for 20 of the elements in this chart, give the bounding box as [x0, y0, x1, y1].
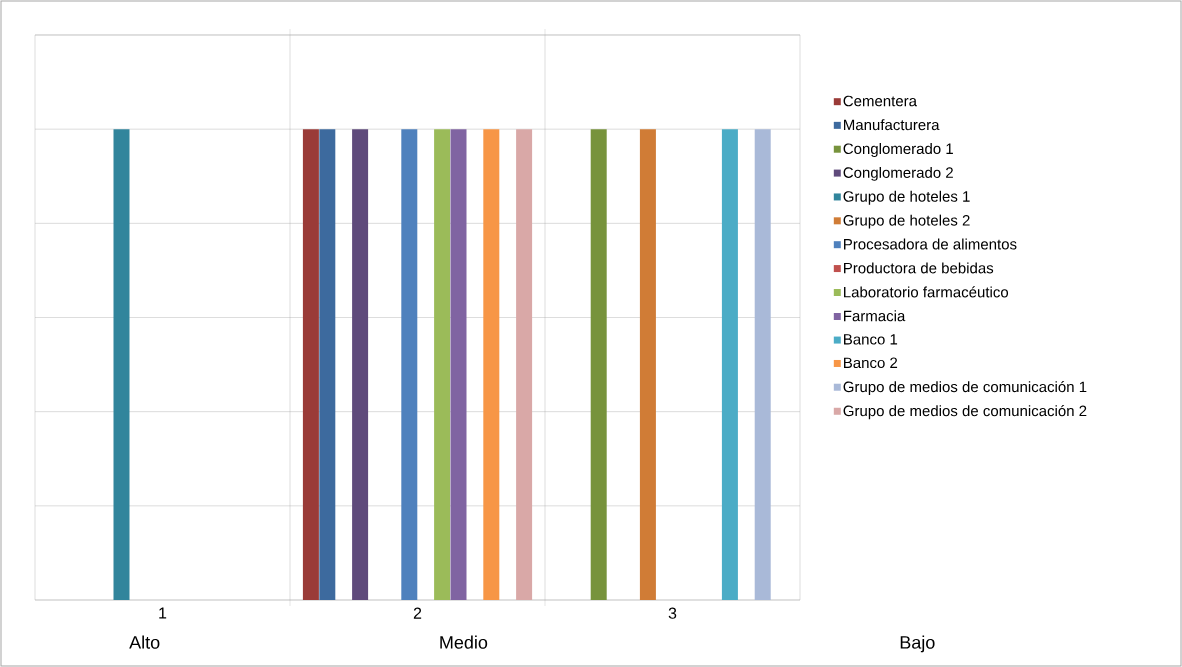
- text: Bajo: [900, 635, 935, 653]
- legend-label: Manufacturera: [844, 119, 940, 131]
- legend-label: Conglomerado 2: [843, 166, 953, 181]
- legend-label: Cementera: [843, 95, 917, 107]
- legend-label: Banco 2: [844, 357, 898, 369]
- text: Medio: [440, 635, 488, 649]
- legend-label: Grupo de hoteles 2: [843, 214, 970, 229]
- legend-label: Procesadora de alimentos: [844, 238, 1017, 250]
- legend-label: Grupo de medios de comunicación 1: [843, 380, 1087, 396]
- legend-label: Productora de bebidas: [844, 262, 994, 274]
- legend-label: Laboratorio farmacéutico: [844, 286, 1009, 298]
- text: Alto: [129, 635, 160, 649]
- legend-label: Grupo de medios de comunicación 2: [843, 405, 1087, 420]
- legend-label: Banco 1: [844, 334, 898, 345]
- legend-label: Farmacia: [844, 310, 906, 322]
- x-tick-label: 2: [413, 607, 422, 619]
- legend-label: Conglomerado 1: [843, 143, 953, 158]
- legend-label: Grupo de hoteles 1: [843, 190, 970, 205]
- x-tick-label: 1: [159, 607, 167, 619]
- x-tick-label: 3: [668, 607, 677, 619]
